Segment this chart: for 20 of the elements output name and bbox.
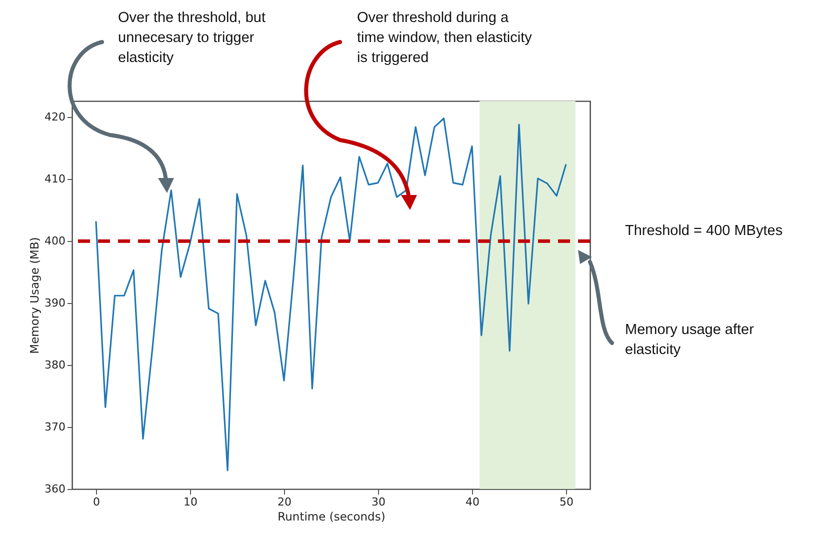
- y-tick-label: 380: [44, 358, 66, 372]
- line-series: [95, 118, 567, 472]
- x-axis-title: Runtime (seconds): [278, 510, 386, 524]
- y-tick-label: 420: [44, 110, 66, 124]
- x-tick-label: 40: [466, 496, 480, 508]
- y-tick-label: 410: [44, 172, 66, 186]
- text: Over threshold during a time window, then elasticity is triggered: [357, 9, 533, 68]
- x-tick-label: 10: [183, 496, 198, 508]
- x-tick-label: 50: [560, 496, 574, 508]
- ref-line-label: Threshold = 400 MBytes: [625, 223, 783, 240]
- x-tick-label: 0: [92, 496, 100, 508]
- x-tick-label: 20: [277, 496, 292, 508]
- y-tick-label: 370: [44, 420, 66, 434]
- y-tick-label: 390: [44, 296, 66, 310]
- y-tick-label: 400: [44, 234, 66, 248]
- y-tick-label: 360: [44, 482, 66, 496]
- text: Over the threshold, but unnecesary to trigger elasticity: [118, 9, 266, 68]
- text: Memory usage after elasticity: [625, 321, 755, 360]
- y-axis-title: Memory Usage (MB): [28, 237, 42, 354]
- x-tick-label: 30: [372, 496, 386, 508]
